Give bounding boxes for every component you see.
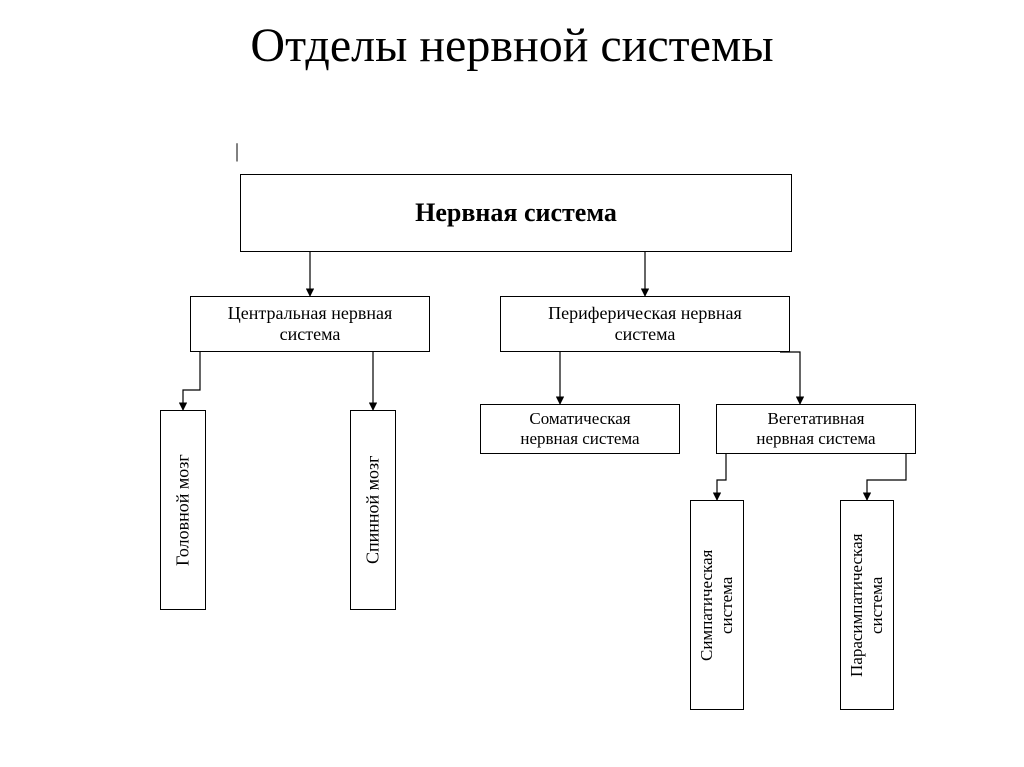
node-root: Нервная система — [240, 174, 792, 252]
node-parasympathetic-label: Парасимпатическаясистема — [847, 533, 887, 676]
node-central-label: Центральная нервнаясистема — [228, 303, 392, 344]
edge-autonomic-parasympathetic — [867, 454, 906, 500]
node-sympathetic: Симпатическаясистема — [690, 500, 744, 710]
diagram-stage: Отделы нервной системы | Нервная система… — [0, 0, 1024, 767]
page-title: Отделы нервной системы — [0, 18, 1024, 73]
edge-autonomic-sympathetic — [717, 454, 726, 500]
node-central: Центральная нервнаясистема — [190, 296, 430, 352]
node-peripheral-label: Периферическая нервнаясистема — [548, 303, 742, 344]
node-root-label: Нервная система — [415, 198, 617, 228]
node-spinal: Спинной мозг — [350, 410, 396, 610]
node-peripheral: Периферическая нервнаясистема — [500, 296, 790, 352]
edge-peripheral-autonomic — [780, 352, 800, 404]
edge-central-brain — [183, 352, 200, 410]
node-sympathetic-label: Симпатическаясистема — [697, 549, 737, 660]
node-autonomic-label: Вегетативнаянервная система — [756, 409, 875, 448]
node-somatic-label: Соматическаянервная система — [520, 409, 639, 448]
stray-mark: | — [235, 140, 239, 163]
node-parasympathetic: Парасимпатическаясистема — [840, 500, 894, 710]
node-somatic: Соматическаянервная система — [480, 404, 680, 454]
node-brain: Головной мозг — [160, 410, 206, 610]
node-brain-label: Головной мозг — [173, 454, 194, 566]
node-autonomic: Вегетативнаянервная система — [716, 404, 916, 454]
node-spinal-label: Спинной мозг — [363, 456, 384, 565]
